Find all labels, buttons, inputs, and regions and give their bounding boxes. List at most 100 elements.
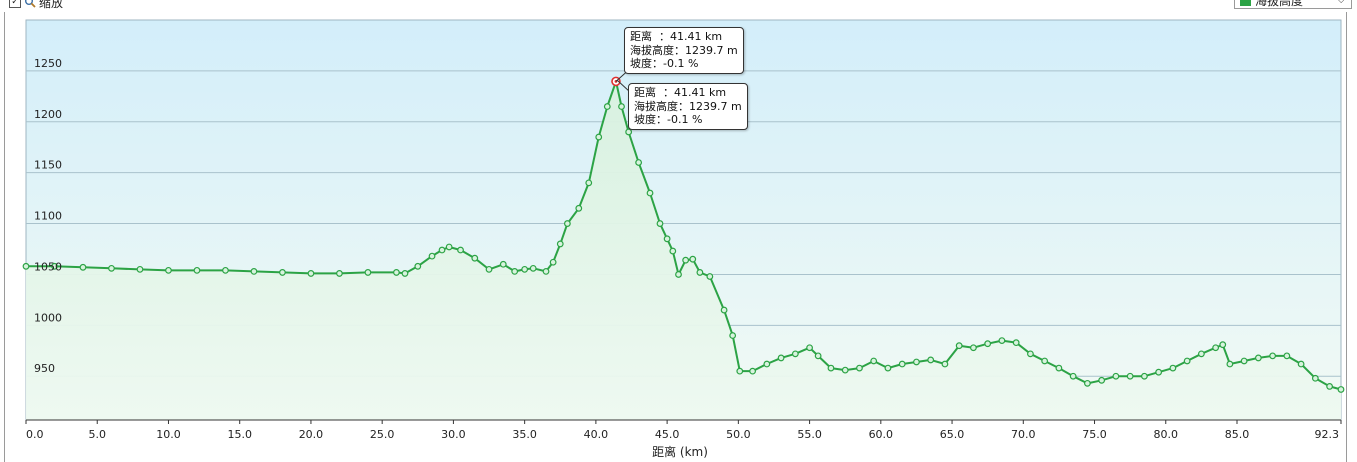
zoom-checkbox[interactable]: ✓ bbox=[9, 0, 21, 8]
elevation-point bbox=[998, 337, 1006, 345]
elevation-point bbox=[1219, 341, 1227, 349]
elevation-tooltip: 距离 ：41.41 km 海拔高度：1239.7 m 坡度：-0.1 % bbox=[628, 83, 748, 130]
series-select[interactable]: 海拔高度 ⌵ bbox=[1234, 0, 1352, 9]
elevation-point bbox=[870, 357, 878, 365]
elevation-point bbox=[307, 270, 315, 277]
y-tick-label: 1150 bbox=[34, 159, 62, 172]
x-tick-label: 92.3 bbox=[1315, 428, 1340, 441]
elevation-point bbox=[927, 356, 935, 364]
elevation-point bbox=[1041, 357, 1049, 365]
elevation-point bbox=[250, 267, 258, 275]
elevation-point bbox=[729, 332, 737, 339]
elevation-point bbox=[1226, 360, 1234, 368]
elevation-point bbox=[635, 159, 643, 166]
elevation-point bbox=[595, 133, 603, 141]
elevation-point bbox=[1112, 372, 1120, 380]
panel-right-border bbox=[1346, 12, 1347, 462]
elevation-point bbox=[1240, 357, 1248, 365]
elevation-point bbox=[542, 267, 550, 275]
elevation-point bbox=[428, 252, 436, 260]
x-tick-label: 20.0 bbox=[299, 428, 324, 441]
elevation-point bbox=[736, 367, 744, 375]
elevation-point bbox=[393, 269, 400, 276]
elevation-point bbox=[1155, 368, 1163, 376]
elevation-point bbox=[913, 358, 920, 366]
elevation-point bbox=[1027, 350, 1034, 358]
elevation-point bbox=[898, 360, 906, 368]
elevation-point bbox=[51, 262, 58, 270]
elevation-point bbox=[682, 256, 690, 264]
x-tick-label: 70.0 bbox=[1011, 428, 1036, 441]
tooltip-altitude: 海拔高度：1239.7 m bbox=[630, 43, 738, 57]
elevation-point bbox=[585, 179, 593, 187]
elevation-point bbox=[706, 273, 714, 280]
elevation-point bbox=[720, 306, 728, 314]
elevation-point bbox=[1055, 364, 1063, 372]
elevation-point bbox=[499, 260, 507, 268]
chevron-down-icon: ⌵ bbox=[1337, 0, 1345, 6]
elevation-point bbox=[1012, 339, 1020, 347]
elevation-point bbox=[136, 265, 144, 273]
elevation-area bbox=[26, 81, 1341, 421]
x-tick-label: 15.0 bbox=[227, 428, 252, 441]
x-axis-title: 距离 (km) bbox=[652, 444, 708, 459]
elevation-point bbox=[1326, 383, 1334, 390]
elevation-point bbox=[603, 103, 611, 110]
elevation-point bbox=[1269, 352, 1277, 360]
x-tick-label: 65.0 bbox=[940, 428, 965, 441]
elevation-point bbox=[336, 270, 343, 277]
zoom-toggle[interactable]: ✓ 缩放 bbox=[9, 0, 63, 10]
elevation-point bbox=[108, 264, 115, 272]
x-tick-label: 60.0 bbox=[869, 428, 894, 441]
elevation-point bbox=[791, 350, 799, 358]
elevation-point bbox=[521, 265, 529, 273]
elevation-point bbox=[485, 265, 493, 273]
tooltip-leader-2 bbox=[616, 79, 631, 93]
series-color-swatch bbox=[1240, 0, 1251, 6]
elevation-point bbox=[806, 344, 813, 352]
elevation-line-path bbox=[26, 80, 1342, 391]
x-tick-label: 75.0 bbox=[1082, 428, 1107, 441]
tooltip-slope: 坡度：-0.1 % bbox=[634, 113, 703, 126]
elevation-point bbox=[165, 266, 172, 274]
elevation-point bbox=[79, 263, 87, 271]
tooltip-slope: 坡度：-0.1 % bbox=[630, 57, 699, 70]
elevation-point bbox=[575, 204, 583, 212]
x-tick-label: 40.0 bbox=[584, 428, 609, 441]
x-tick-label: 5.0 bbox=[88, 428, 106, 441]
elevation-point bbox=[656, 220, 664, 227]
x-tick-label: 45.0 bbox=[655, 428, 680, 441]
x-tick-label: 30.0 bbox=[441, 428, 466, 441]
elevation-point bbox=[1197, 350, 1205, 358]
elevation-point bbox=[618, 103, 625, 110]
elevation-point bbox=[1140, 372, 1148, 380]
elevation-point bbox=[827, 364, 835, 372]
elevation-point bbox=[279, 269, 286, 276]
elevation-line bbox=[22, 77, 1345, 393]
elevation-point bbox=[1098, 376, 1106, 384]
x-tick-label: 0.0 bbox=[26, 428, 44, 441]
elevation-point bbox=[401, 270, 409, 277]
elevation-tooltip: 距离 ：41.41 km 海拔高度：1239.7 m 坡度：-0.1 % bbox=[624, 27, 744, 74]
elevation-point bbox=[1283, 352, 1291, 360]
elevation-point bbox=[529, 264, 537, 272]
series-select-value: 海拔高度 bbox=[1255, 0, 1304, 8]
elevation-point bbox=[549, 258, 557, 266]
elevation-point bbox=[696, 269, 704, 276]
x-tick-label: 35.0 bbox=[512, 428, 537, 441]
tooltip-altitude: 海拔高度：1239.7 m bbox=[634, 99, 742, 113]
elevation-point bbox=[1126, 372, 1134, 380]
elevation-point bbox=[414, 262, 422, 270]
elevation-point bbox=[646, 189, 654, 197]
elevation-point bbox=[689, 255, 697, 263]
elevation-point bbox=[193, 266, 201, 274]
elevation-point bbox=[970, 344, 977, 352]
elevation-point bbox=[777, 354, 785, 362]
elevation-point bbox=[749, 367, 756, 375]
x-tick-label: 80.0 bbox=[1154, 428, 1179, 441]
elevation-point bbox=[457, 246, 464, 254]
elevation-point bbox=[1069, 372, 1077, 380]
elevation-point bbox=[884, 364, 892, 372]
elevation-point bbox=[663, 235, 671, 243]
elevation-point bbox=[511, 267, 519, 275]
